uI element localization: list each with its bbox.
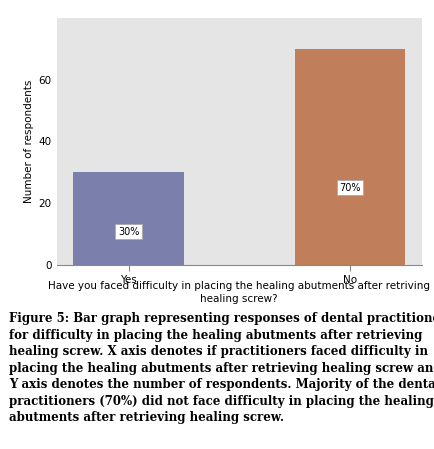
Bar: [73, 172, 184, 265]
Text: Have you faced difficulty in placing the healing abutments after retriving: Have you faced difficulty in placing the…: [48, 281, 429, 291]
Y-axis label: Number of respondents: Number of respondents: [24, 80, 34, 203]
Text: Figure 5: Bar graph representing responses of dental practitioners
for difficult: Figure 5: Bar graph representing respons…: [9, 312, 434, 424]
Text: healing screw?: healing screw?: [200, 294, 277, 304]
Bar: [294, 49, 404, 265]
Text: 30%: 30%: [118, 227, 139, 237]
Text: 70%: 70%: [339, 183, 360, 193]
